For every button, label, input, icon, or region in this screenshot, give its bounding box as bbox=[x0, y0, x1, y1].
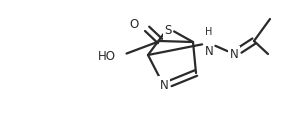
Text: O: O bbox=[130, 18, 139, 31]
Text: N: N bbox=[230, 48, 238, 61]
Text: H: H bbox=[205, 27, 213, 37]
Text: N: N bbox=[160, 78, 168, 91]
Text: S: S bbox=[164, 24, 172, 37]
Text: HO: HO bbox=[98, 50, 116, 63]
Text: N: N bbox=[204, 45, 213, 58]
